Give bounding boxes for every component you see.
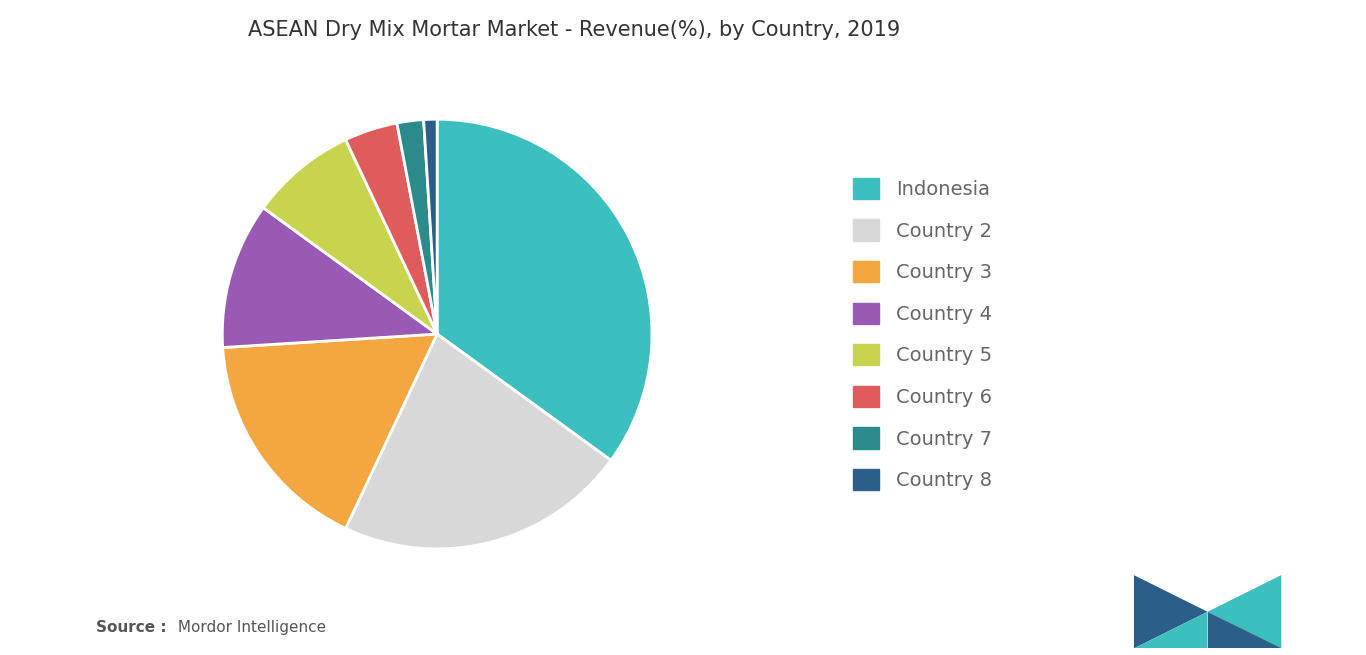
Text: ASEAN Dry Mix Mortar Market - Revenue(%), by Country, 2019: ASEAN Dry Mix Mortar Market - Revenue(%)… xyxy=(247,20,900,40)
Text: Source :: Source : xyxy=(96,620,167,635)
Text: Mordor Intelligence: Mordor Intelligence xyxy=(173,620,326,635)
Wedge shape xyxy=(346,123,437,334)
Wedge shape xyxy=(423,119,437,334)
Polygon shape xyxy=(1208,612,1281,648)
Wedge shape xyxy=(264,140,437,334)
Wedge shape xyxy=(346,334,611,549)
Wedge shape xyxy=(223,334,437,529)
Legend: Indonesia, Country 2, Country 3, Country 4, Country 5, Country 6, Country 7, Cou: Indonesia, Country 2, Country 3, Country… xyxy=(846,170,1000,498)
Wedge shape xyxy=(223,208,437,348)
Wedge shape xyxy=(398,120,437,334)
Polygon shape xyxy=(1134,575,1208,648)
Wedge shape xyxy=(437,119,652,460)
Polygon shape xyxy=(1208,575,1281,648)
Polygon shape xyxy=(1134,612,1208,648)
